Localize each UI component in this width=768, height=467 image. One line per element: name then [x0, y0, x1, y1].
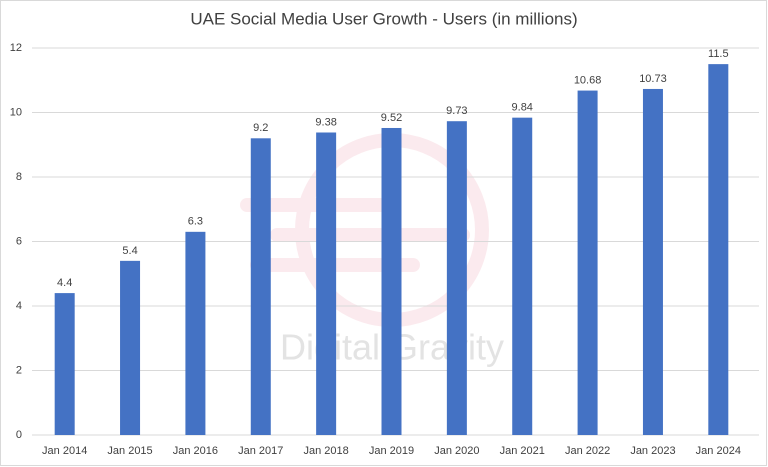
x-tick-label: Jan 2014 [42, 445, 87, 457]
data-label: 9.38 [315, 116, 336, 128]
data-label: 10.73 [639, 73, 667, 85]
data-label: 11.5 [708, 48, 729, 60]
y-tick-label: 6 [16, 235, 22, 247]
bar [446, 121, 467, 436]
chart-title: UAE Social Media User Growth - Users (in… [190, 9, 577, 28]
x-tick-label: Jan 2016 [173, 445, 218, 457]
y-tick-label: 12 [10, 42, 22, 54]
x-tick-label: Jan 2023 [630, 445, 675, 457]
x-tick-label: Jan 2015 [107, 445, 152, 457]
x-tick-label: Jan 2021 [500, 445, 545, 457]
x-tick-label: Jan 2022 [565, 445, 610, 457]
data-label: 4.4 [57, 277, 72, 289]
x-tick-label: Jan 2024 [696, 445, 741, 457]
data-label: 6.3 [188, 216, 203, 228]
bar [54, 293, 75, 435]
bar [577, 90, 598, 435]
y-tick-label: 0 [16, 429, 22, 441]
bar [250, 138, 271, 436]
data-label: 9.84 [512, 102, 533, 114]
y-tick-label: 2 [16, 364, 22, 376]
data-label: 5.4 [122, 245, 137, 257]
y-tick-label: 8 [16, 171, 22, 183]
data-label: 9.73 [446, 105, 467, 117]
data-label: 10.68 [574, 74, 602, 86]
y-tick-label: 10 [10, 106, 22, 118]
bar [642, 88, 663, 436]
bar [708, 64, 729, 435]
bar [381, 127, 402, 435]
y-tick-label: 4 [16, 300, 22, 312]
data-label: 9.2 [253, 122, 268, 134]
x-tick-label: Jan 2019 [369, 445, 414, 457]
x-tick-label: Jan 2017 [238, 445, 283, 457]
bar [512, 117, 533, 435]
x-tick-label: Jan 2020 [434, 445, 479, 457]
bar [120, 260, 141, 435]
bar [316, 132, 337, 435]
data-label: 9.52 [381, 112, 402, 124]
x-tick-label: Jan 2018 [304, 445, 349, 457]
bar [185, 231, 206, 435]
